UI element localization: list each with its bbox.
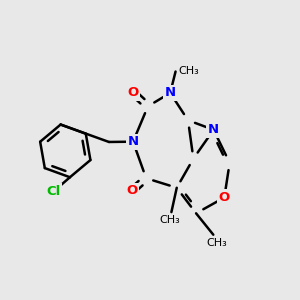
- Text: O: O: [127, 184, 138, 197]
- Text: O: O: [219, 191, 230, 204]
- Text: CH₃: CH₃: [160, 215, 180, 225]
- Text: O: O: [128, 86, 139, 99]
- Text: N: N: [208, 123, 219, 136]
- Text: CH₃: CH₃: [206, 238, 227, 248]
- Text: N: N: [128, 135, 139, 148]
- Text: N: N: [165, 86, 176, 99]
- Text: Cl: Cl: [46, 185, 61, 198]
- Text: CH₃: CH₃: [178, 66, 199, 76]
